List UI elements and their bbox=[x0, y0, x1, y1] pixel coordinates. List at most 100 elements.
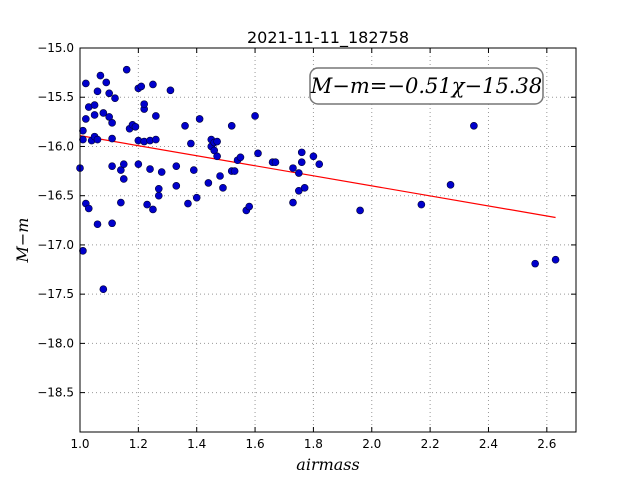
y-tick-label: −15.5 bbox=[37, 90, 74, 104]
data-point bbox=[108, 119, 116, 127]
data-point bbox=[93, 87, 102, 96]
data-point bbox=[108, 134, 116, 143]
data-point bbox=[417, 200, 426, 209]
data-point bbox=[137, 82, 146, 91]
x-tick-label: 2.6 bbox=[537, 437, 556, 451]
data-point bbox=[79, 247, 87, 255]
y-tick-label: −18.0 bbox=[37, 336, 74, 350]
x-tick-labels: 1.0 1.2 1.4 1.6 1.8 2.0 2.2 2.4 2.6 bbox=[70, 437, 556, 451]
data-point bbox=[166, 86, 175, 95]
data-point bbox=[140, 100, 148, 108]
y-tick-labels: −15.0 −15.5 −16.0 −16.5 −17.0 −17.5 −18.0 −18.5 bbox=[37, 41, 74, 400]
x-axis-label: airmass bbox=[296, 455, 359, 474]
x-tick-label: 2.0 bbox=[362, 437, 381, 451]
data-point bbox=[90, 101, 99, 109]
x-tick-label: 1.4 bbox=[187, 437, 206, 451]
data-point bbox=[79, 135, 87, 144]
data-point bbox=[157, 168, 166, 176]
y-axis-label: M−m bbox=[13, 218, 32, 264]
data-point bbox=[93, 220, 102, 229]
data-point bbox=[108, 162, 116, 170]
data-point bbox=[117, 198, 125, 207]
x-tick-label: 1.8 bbox=[304, 437, 323, 451]
data-point bbox=[230, 167, 239, 175]
y-tick-label: −15.0 bbox=[37, 41, 74, 55]
data-point bbox=[134, 160, 143, 168]
data-point bbox=[251, 112, 259, 120]
data-point bbox=[195, 115, 204, 123]
data-point bbox=[271, 158, 280, 167]
data-point bbox=[82, 79, 90, 88]
chart-title: 2021-11-11_182758 bbox=[247, 28, 409, 48]
data-point bbox=[204, 179, 213, 187]
data-point bbox=[236, 153, 245, 162]
y-tick-label: −17.0 bbox=[37, 238, 74, 252]
data-point bbox=[356, 206, 364, 215]
x-tick-label: 2.4 bbox=[479, 437, 498, 451]
data-point bbox=[551, 255, 560, 264]
axis-ticks bbox=[79, 47, 576, 432]
data-point bbox=[213, 152, 221, 161]
data-point bbox=[108, 219, 116, 228]
data-point bbox=[152, 135, 160, 144]
data-point bbox=[154, 191, 163, 200]
x-tick-label: 1.2 bbox=[129, 437, 148, 451]
y-tick-label: −16.5 bbox=[37, 189, 74, 203]
data-point bbox=[289, 164, 297, 172]
data-point bbox=[295, 169, 303, 177]
data-point bbox=[172, 182, 181, 190]
data-point bbox=[300, 184, 309, 192]
data-point bbox=[219, 184, 227, 192]
annotation-box: M−m=−0.51χ−15.38 bbox=[309, 67, 544, 105]
data-point bbox=[446, 181, 455, 189]
x-tick-label: 1.6 bbox=[246, 437, 265, 451]
data-point bbox=[99, 109, 108, 117]
data-point bbox=[149, 80, 157, 89]
data-point bbox=[84, 204, 93, 213]
fit-line bbox=[79, 135, 556, 219]
data-point bbox=[309, 152, 318, 161]
data-point bbox=[99, 285, 108, 294]
data-point bbox=[192, 193, 201, 202]
fit-equation: M−m=−0.51χ−15.38 bbox=[310, 74, 542, 98]
data-point bbox=[172, 162, 181, 170]
data-point bbox=[119, 175, 128, 183]
data-point bbox=[227, 121, 236, 130]
data-point bbox=[470, 121, 478, 130]
data-point bbox=[119, 160, 128, 168]
data-point bbox=[531, 259, 539, 268]
data-point bbox=[187, 139, 195, 148]
data-point bbox=[297, 148, 306, 157]
data-point bbox=[131, 122, 140, 131]
plot-frame bbox=[79, 47, 577, 433]
data-point bbox=[82, 115, 90, 123]
data-point bbox=[96, 71, 105, 80]
y-tick-label: −17.5 bbox=[37, 287, 74, 301]
y-tick-label: −18.5 bbox=[37, 386, 74, 400]
data-point bbox=[149, 205, 157, 214]
x-tick-label: 2.2 bbox=[421, 437, 440, 451]
data-point bbox=[146, 165, 154, 173]
data-point bbox=[152, 112, 160, 120]
data-point bbox=[297, 158, 306, 167]
data-point bbox=[181, 121, 189, 130]
data-point bbox=[105, 89, 113, 98]
data-point bbox=[93, 135, 102, 144]
data-point bbox=[79, 126, 87, 135]
data-point bbox=[154, 185, 163, 193]
data-points bbox=[76, 65, 560, 294]
data-point bbox=[111, 94, 119, 103]
data-point bbox=[143, 200, 151, 209]
data-point bbox=[254, 149, 262, 158]
data-point bbox=[289, 198, 297, 207]
x-tick-label: 1.0 bbox=[70, 437, 89, 451]
data-point bbox=[90, 111, 99, 119]
data-point bbox=[216, 172, 224, 180]
data-point bbox=[315, 160, 324, 168]
data-point bbox=[184, 199, 192, 208]
data-point bbox=[189, 166, 198, 174]
y-tick-label: −16.0 bbox=[37, 139, 74, 153]
data-point bbox=[245, 202, 254, 211]
data-point bbox=[122, 65, 131, 74]
